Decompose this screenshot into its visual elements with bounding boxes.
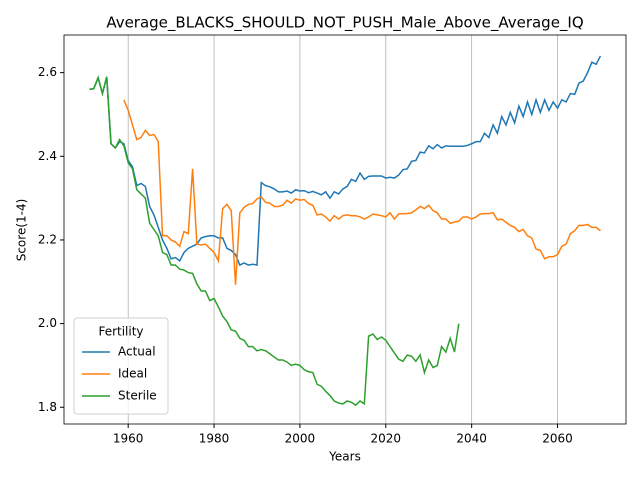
line-series bbox=[123, 99, 601, 285]
y-tick-label: 1.8 bbox=[38, 400, 57, 414]
x-tick-label: 2000 bbox=[285, 432, 316, 446]
legend-label: Sterile bbox=[118, 389, 157, 403]
y-tick-label: 2.4 bbox=[38, 149, 57, 163]
y-tick-label: 2.6 bbox=[38, 65, 57, 79]
x-tick-label: 2020 bbox=[371, 432, 402, 446]
x-tick-label: 2040 bbox=[456, 432, 487, 446]
y-tick-label: 2.2 bbox=[38, 232, 57, 246]
legend-label: Actual bbox=[118, 345, 156, 359]
x-axis-label: Years bbox=[328, 450, 361, 464]
x-tick-label: 1960 bbox=[113, 432, 144, 446]
x-tick-label: 2060 bbox=[542, 432, 573, 446]
legend-title: Fertility bbox=[98, 325, 143, 339]
x-tick-label: 1980 bbox=[199, 432, 230, 446]
y-tick-label: 2.0 bbox=[38, 316, 57, 330]
line-series bbox=[89, 75, 460, 407]
plot-frame bbox=[63, 34, 627, 425]
line-series bbox=[89, 55, 602, 267]
legend-label: Ideal bbox=[118, 367, 147, 381]
y-axis-label: Score(1-4) bbox=[15, 199, 29, 262]
chart-title: Average_BLACKS_SHOULD_NOT_PUSH_Male_Abov… bbox=[106, 14, 583, 33]
legend-box bbox=[73, 317, 169, 415]
